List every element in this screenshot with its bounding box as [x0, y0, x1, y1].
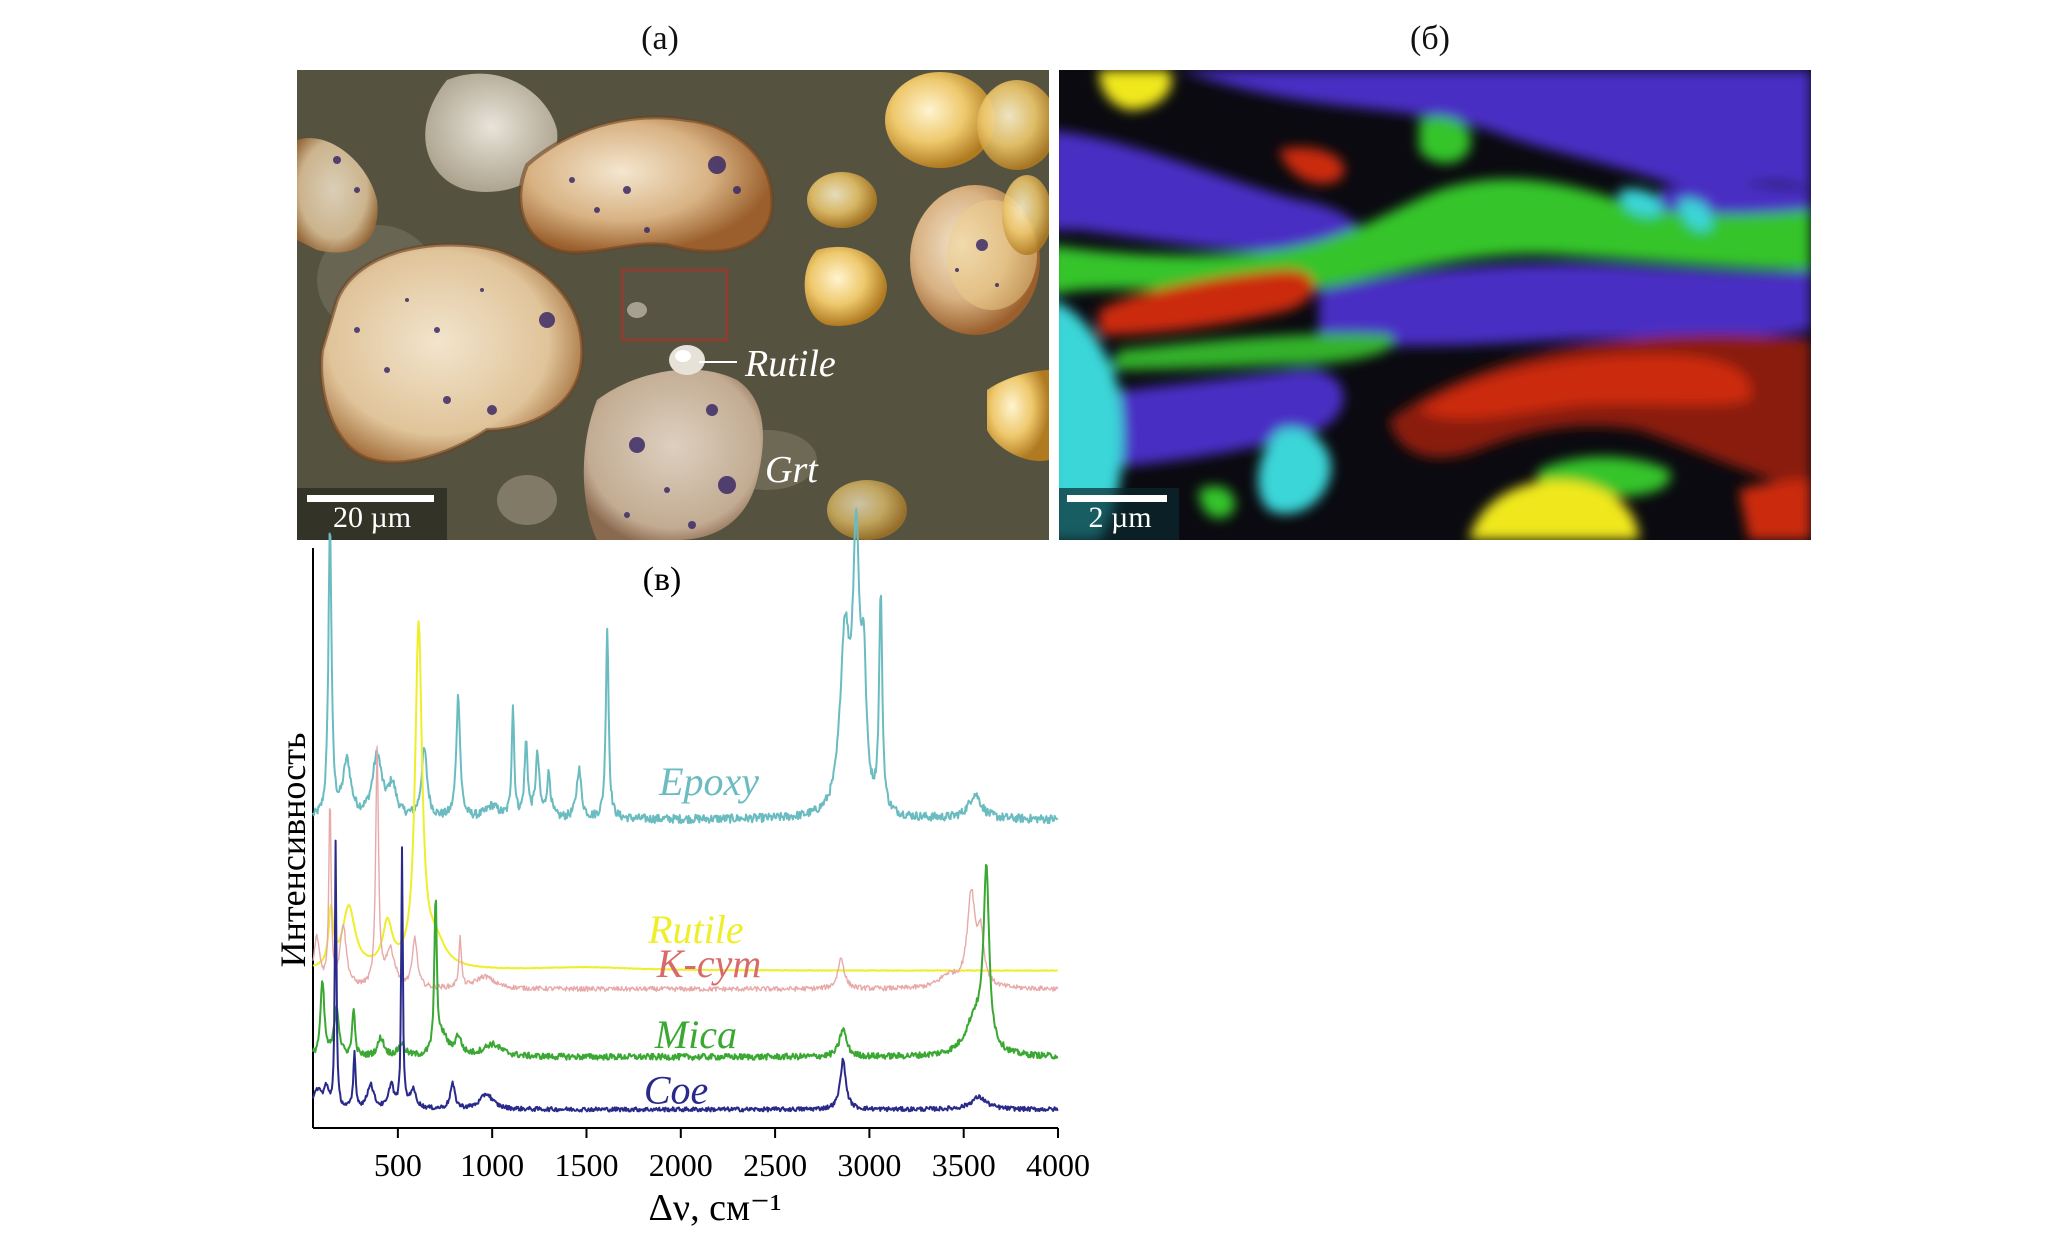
x-tick-label: 4000 — [1026, 1147, 1090, 1183]
x-tick-label: 3000 — [837, 1147, 901, 1183]
panel-c-label: (в) — [643, 561, 682, 598]
panel-a-label: (a) — [641, 20, 679, 57]
series-line-epoxy — [312, 508, 1059, 825]
series-line-coe — [312, 839, 1059, 1113]
series-label-epoxy: Epoxy — [658, 759, 759, 804]
x-tick-label: 1000 — [460, 1147, 524, 1183]
series-line-mica — [312, 863, 1059, 1061]
series-label-k-cym: K-cym — [656, 941, 761, 986]
x-tick-label: 2000 — [649, 1147, 713, 1183]
grt-label: Grt — [765, 449, 818, 491]
y-axis-label: Интенсивность — [273, 733, 313, 968]
series-label-coe: Coe — [644, 1067, 708, 1112]
x-tick-label: 500 — [374, 1147, 422, 1183]
x-tick-label: 2500 — [743, 1147, 807, 1183]
scale-bar-a-label: 20 µm — [332, 501, 412, 534]
x-axis-label: Δν, см⁻¹ — [649, 1187, 782, 1229]
chart-ticks: 500 1000 1500 2000 2500 3000 3500 4000 — [374, 1128, 1090, 1183]
x-tick-label: 3500 — [932, 1147, 996, 1183]
panel-b-label: (б) — [1410, 20, 1450, 57]
rutile-label: Rutile — [745, 343, 836, 385]
x-tick-label: 1500 — [554, 1147, 618, 1183]
scale-bar-b-label: 2 µm — [1088, 501, 1152, 534]
raman-map-image — [1059, 70, 1811, 540]
series-label-mica: Mica — [654, 1012, 737, 1057]
micrograph-image — [297, 70, 1049, 540]
series-label-rutile: Rutile — [647, 907, 744, 952]
chart-axes — [312, 548, 1058, 1129]
